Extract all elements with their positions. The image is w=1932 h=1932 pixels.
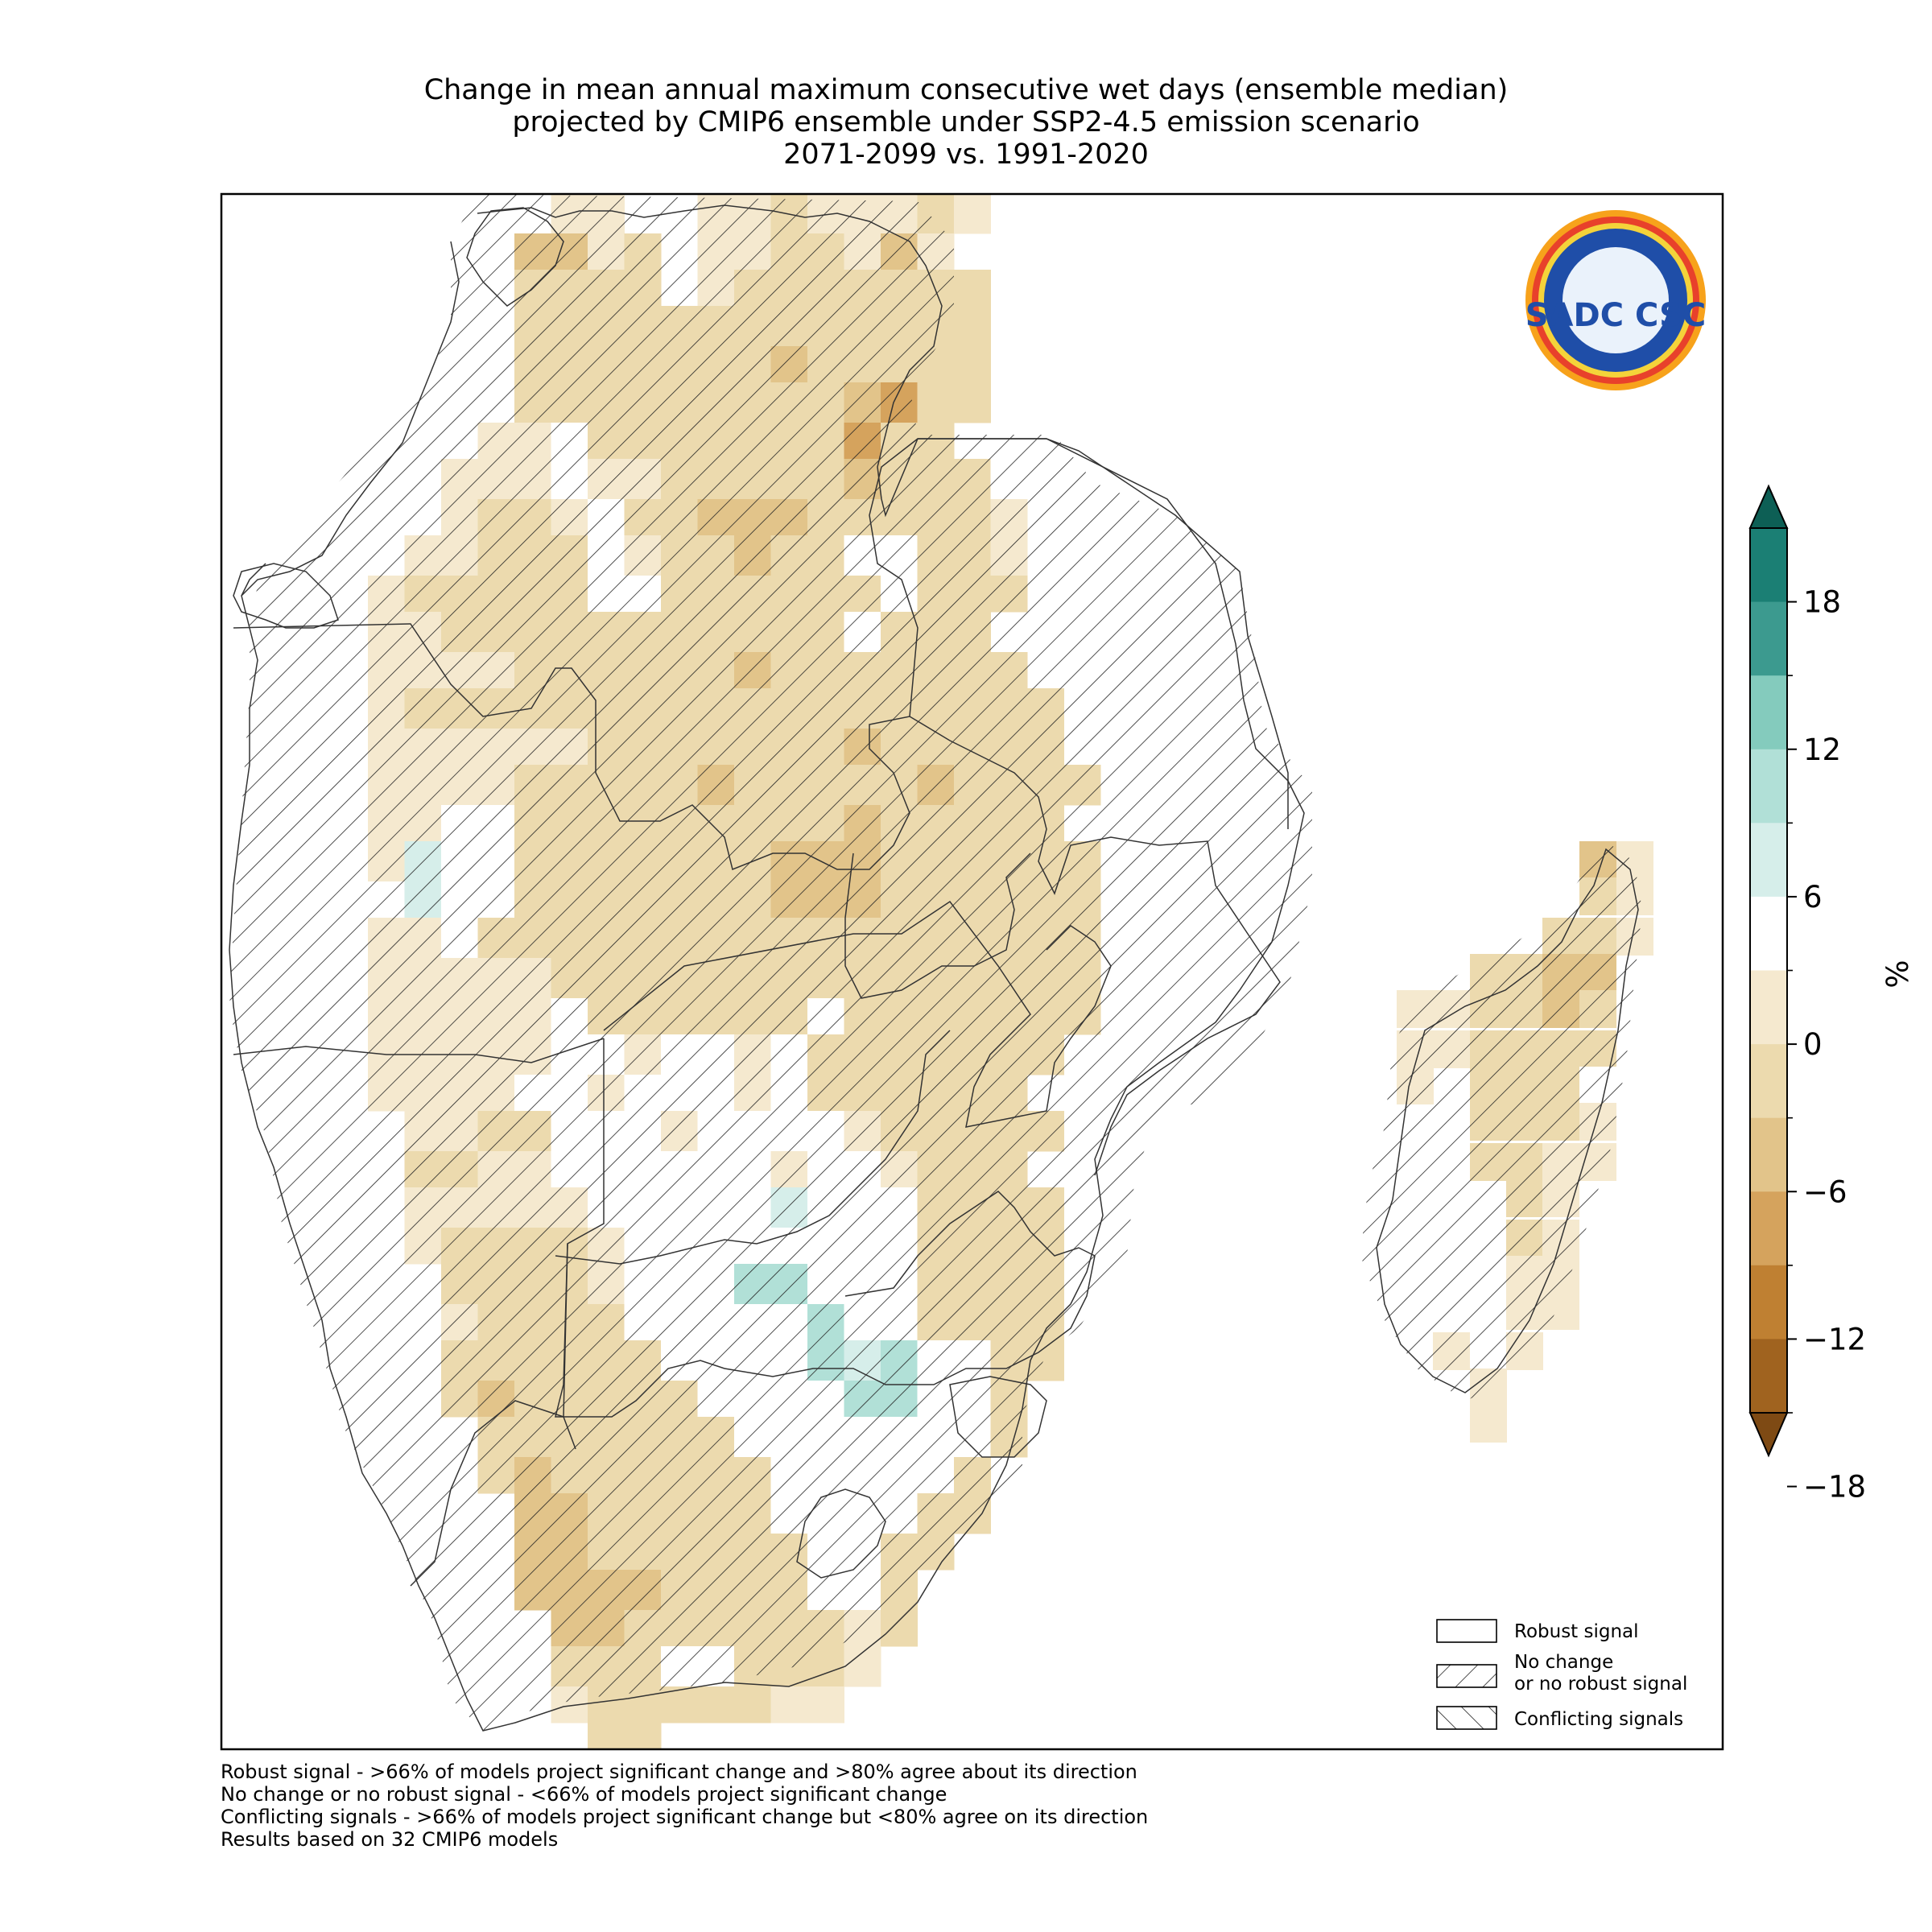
coastline: [229, 204, 1305, 1732]
legend-robust-swatch: [1436, 1619, 1497, 1643]
colorbar-tick-label: 18: [1803, 585, 1841, 620]
colorbar-level: [1750, 1044, 1787, 1119]
grid-cell: [954, 346, 991, 383]
logo-center: [1563, 247, 1669, 353]
grid-cell: [624, 1723, 662, 1749]
sadc-csc-logo: SADC CSC: [1525, 210, 1707, 390]
colorbar-level: [1750, 528, 1787, 603]
footnote-no-change: No change or no robust signal - <66% of …: [221, 1783, 947, 1806]
grid-cell: [917, 382, 955, 423]
footnote-conflicting: Conflicting signals - >66% of models pro…: [221, 1806, 1149, 1828]
footnote-robust: Robust signal - >66% of models project s…: [221, 1761, 1137, 1783]
colorbar-tick-label: −6: [1803, 1174, 1847, 1209]
colorbar-extend-bottom: [1748, 1412, 1789, 1458]
hatch-mainland: [229, 194, 1312, 1731]
colorbar-level: [1750, 823, 1787, 898]
madagascar-outline: [1376, 848, 1639, 1393]
title-line-3: 2071-2099 vs. 1991-2020: [783, 138, 1149, 171]
colorbar-level: [1750, 896, 1787, 972]
legend-conflicting-label: Conflicting signals: [1514, 1709, 1683, 1730]
title-line-2: projected by CMIP6 ensemble under SSP2-4…: [512, 106, 1420, 138]
legend-no-change-swatch: [1436, 1664, 1497, 1688]
grid-cell: [954, 270, 991, 307]
legend: Robust signal No change or no robust sig…: [1436, 1619, 1687, 1730]
colorbar-level: [1750, 601, 1787, 676]
colorbar-level: [1750, 1339, 1787, 1414]
colorbar-tick-label: −12: [1803, 1322, 1866, 1356]
colorbar-extend-top: [1748, 484, 1789, 529]
colorbar-level: [1750, 1265, 1787, 1340]
legend-conflicting-swatch: [1436, 1706, 1497, 1730]
colorbar-level: [1750, 675, 1787, 750]
colorbar-tick-label: 6: [1803, 880, 1823, 914]
colorbar: 18 12 6 0 −6 −12 −18 %: [1748, 484, 1915, 1505]
colorbar-level: [1750, 749, 1787, 824]
legend-no-change-label-2: or no robust signal: [1514, 1674, 1687, 1695]
footnote-models: Results based on 32 CMIP6 models: [221, 1828, 559, 1851]
grid-cell: [588, 1723, 625, 1749]
legend-robust-label: Robust signal: [1514, 1621, 1639, 1642]
colorbar-tick-label: 12: [1803, 733, 1841, 767]
colorbar-level: [1750, 1117, 1787, 1192]
title-line-1: Change in mean annual maximum consecutiv…: [423, 74, 1509, 106]
footnotes: Robust signal - >66% of models project s…: [221, 1761, 1148, 1851]
legend-no-change-label-1: No change: [1514, 1652, 1613, 1673]
colorbar-unit: %: [1880, 960, 1915, 988]
grid-cell: [734, 1686, 771, 1724]
colorbar-tick-label: 0: [1803, 1027, 1823, 1062]
map-frame-border: [220, 192, 1724, 1751]
hatch-madagascar: [1360, 841, 1642, 1401]
grid-cell: [954, 194, 991, 234]
chart-title: Change in mean annual maximum consecutiv…: [0, 74, 1932, 171]
grid-cell: [881, 1610, 918, 1647]
grid-cell: [954, 306, 991, 347]
colorbar-level: [1750, 970, 1787, 1045]
grid-cell: [770, 1686, 808, 1724]
grid-cell-madagascar: [1470, 1405, 1507, 1443]
logo-text: SADC CSC: [1525, 297, 1707, 334]
grid-cell: [807, 1686, 844, 1724]
colorbar-level: [1750, 1191, 1787, 1266]
grid-cell: [697, 1686, 735, 1724]
grid-cell: [954, 382, 991, 423]
colorbar-tick-label: −18: [1803, 1470, 1866, 1505]
country-borders: [233, 207, 1289, 1587]
